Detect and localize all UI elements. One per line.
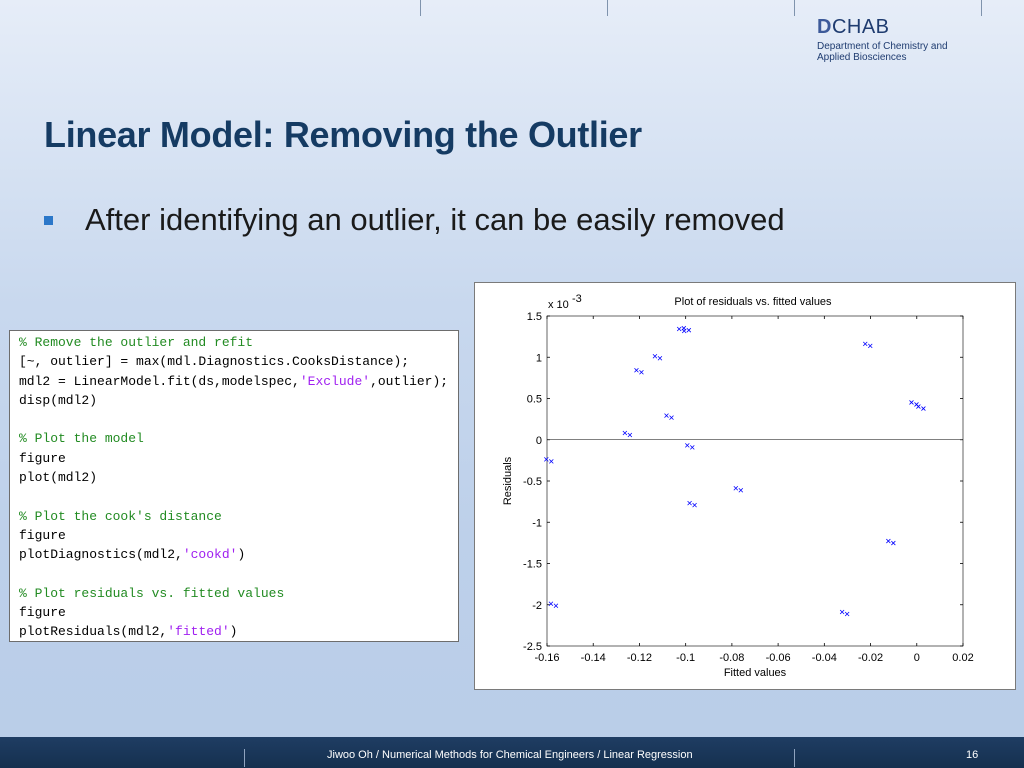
code-line: [~, outlier] = max(mdl.Diagnostics.Cooks… bbox=[19, 354, 410, 370]
logo-wordmark: DCHAB bbox=[817, 16, 997, 39]
page-number: 16 bbox=[966, 749, 979, 761]
code-text: plotResiduals(mdl2, bbox=[19, 624, 168, 640]
data-point-marker bbox=[687, 500, 697, 508]
y-tick-label: -1 bbox=[532, 517, 542, 529]
code-string: 'fitted' bbox=[167, 624, 230, 640]
y-tick-label: 1 bbox=[536, 352, 542, 364]
residuals-chart: -0.16 -0.14 -0.12 -0.1 -0.08 -0.06 -0.04 -0.02 0… bbox=[474, 282, 1016, 690]
code-comment: % Remove the outlier and refit bbox=[19, 335, 254, 350]
x-tick-label: -0.16 bbox=[534, 652, 559, 664]
x-tick-label: -0.12 bbox=[627, 652, 652, 664]
y-tick-label: -0.5 bbox=[523, 476, 542, 488]
top-tick bbox=[607, 0, 608, 16]
code-string: 'Exclude' bbox=[299, 373, 371, 389]
y-tick-label: 1.5 bbox=[527, 311, 542, 323]
x-tick-label: -0.14 bbox=[581, 652, 606, 664]
dchab-logo: DCHAB Department of Chemistry and Applie… bbox=[817, 16, 997, 63]
code-text: plotDiagnostics(mdl2, bbox=[19, 547, 183, 563]
x-tick-label: -0.02 bbox=[858, 652, 883, 664]
y-tick-label: 0.5 bbox=[527, 394, 542, 406]
code-listing: % Remove the outlier and refit [~, outlie… bbox=[9, 330, 459, 642]
x-tick-label: -0.1 bbox=[676, 652, 695, 664]
code-comment: % Plot residuals vs. fitted values bbox=[19, 585, 285, 601]
logo-line2: Applied Biosciences bbox=[817, 52, 907, 63]
data-point-marker bbox=[544, 457, 554, 464]
x-tick-label: 0.02 bbox=[952, 652, 973, 664]
slide-title: Linear Model: Removing the Outlier bbox=[44, 114, 642, 155]
x-tick-label: -0.06 bbox=[766, 652, 791, 664]
y-multiplier: x 10 bbox=[548, 299, 569, 311]
code-line bbox=[19, 565, 450, 584]
top-ticks bbox=[0, 0, 1024, 16]
code-line: % Remove the outlier and refit bbox=[19, 333, 450, 352]
bullet-text: After identifying an outlier, it can be … bbox=[85, 202, 785, 237]
y-tick-label: 0 bbox=[536, 435, 542, 447]
y-multiplier-exponent: -3 bbox=[572, 293, 582, 305]
x-tick-label: -0.08 bbox=[719, 652, 744, 664]
logo-letter-d: D bbox=[817, 16, 832, 38]
top-tick bbox=[420, 0, 421, 16]
code-line: plot(mdl2) bbox=[19, 470, 98, 486]
data-point-marker bbox=[916, 404, 926, 411]
data-point-marker bbox=[664, 413, 674, 420]
square-bullet-icon bbox=[44, 215, 53, 225]
bullet-point: After identifying an outlier, it can be … bbox=[44, 202, 785, 238]
x-tick-label: 0 bbox=[914, 652, 920, 664]
footer-separator bbox=[794, 749, 795, 767]
code-text: mdl2 = LinearModel.fit(ds,modelspec, bbox=[19, 373, 300, 389]
y-tick-label: -2 bbox=[532, 600, 542, 612]
footer-separator bbox=[244, 749, 245, 767]
code-line bbox=[19, 487, 450, 506]
y-axis-label: Residuals bbox=[502, 456, 514, 505]
code-text: ,outlier); bbox=[370, 373, 449, 389]
code-line: % Plot the model bbox=[19, 429, 450, 448]
top-tick bbox=[794, 0, 795, 16]
logo-brand: CHAB bbox=[831, 16, 890, 38]
x-axis-label: Fitted values bbox=[724, 667, 787, 679]
data-point-marker bbox=[634, 367, 644, 375]
data-point-marker bbox=[862, 341, 873, 349]
plot-area bbox=[546, 315, 964, 647]
residuals-plot-svg: -0.16 -0.14 -0.12 -0.1 -0.08 -0.06 -0.04 -0.02 0… bbox=[502, 293, 974, 679]
data-point-marker bbox=[685, 443, 695, 450]
logo-line1: Department of Chemistry and bbox=[817, 41, 948, 52]
code-line: mdl2 = LinearModel.fit(ds,modelspec,'Exc… bbox=[19, 372, 450, 391]
footer-bar: Jiwoo Oh / Numerical Methods for Chemica… bbox=[0, 737, 1024, 768]
code-line: figure bbox=[19, 605, 66, 621]
code-string: 'cookd' bbox=[182, 547, 238, 563]
code-comment: % Plot the cook's distance bbox=[19, 508, 222, 524]
data-point-marker bbox=[681, 325, 692, 333]
data-point-marker bbox=[652, 353, 663, 361]
code-line: figure bbox=[19, 450, 66, 466]
x-tick-label: -0.04 bbox=[812, 652, 837, 664]
y-tick-label: -1.5 bbox=[523, 559, 542, 571]
data-point-marker bbox=[548, 601, 559, 609]
code-comment: % Plot the model bbox=[19, 431, 144, 447]
chart-title: Plot of residuals vs. fitted values bbox=[674, 296, 832, 308]
footer-text: Jiwoo Oh / Numerical Methods for Chemica… bbox=[327, 749, 693, 761]
data-point-marker bbox=[839, 609, 850, 617]
code-text: ) bbox=[237, 547, 246, 563]
code-text: ) bbox=[229, 624, 238, 640]
code-line: % Plot the cook's distance bbox=[19, 507, 450, 526]
code-line: disp(mdl2) bbox=[19, 392, 98, 408]
code-line: plotResiduals(mdl2,'fitted') bbox=[19, 622, 450, 641]
code-line: plotDiagnostics(mdl2,'cookd') bbox=[19, 545, 450, 564]
top-tick bbox=[981, 0, 982, 16]
y-tick-label: -2.5 bbox=[523, 641, 542, 653]
data-point-marker bbox=[733, 485, 744, 493]
code-line: figure bbox=[19, 527, 66, 543]
data-point-marker bbox=[622, 430, 633, 438]
code-line: % Plot residuals vs. fitted values bbox=[19, 584, 450, 603]
code-line bbox=[19, 410, 450, 429]
data-point-marker bbox=[886, 538, 896, 546]
